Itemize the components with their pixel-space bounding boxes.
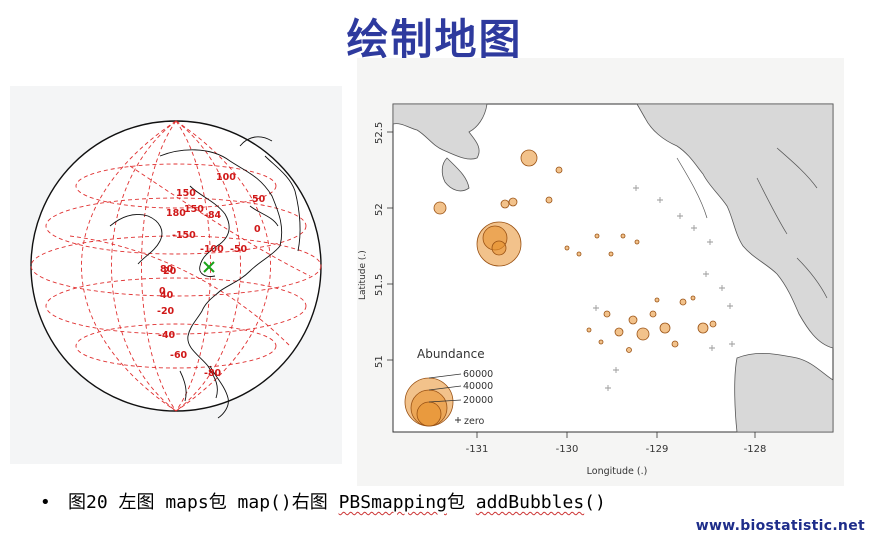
y-axis-labels: 52.5 52 51.5 51	[374, 122, 385, 368]
legend-entry: 60000	[463, 369, 493, 380]
bubble	[654, 297, 660, 303]
latitude-labels: 40 80 60 20 0 -20 -40 -60 -80	[157, 264, 222, 379]
coast-detail	[676, 147, 828, 299]
caption-text-1: 图20 左图 maps包 map()右图	[68, 492, 339, 513]
caption: • 图20 左图 maps包 map()右图 PBSmapping包 addBub…	[40, 488, 840, 514]
left-map-figure: 40 80 60 20 0 -20 -40 -60 -80 150 180 -1…	[10, 86, 342, 464]
bubble	[608, 251, 614, 257]
caption-text-2: 包	[446, 492, 476, 513]
bubble	[508, 197, 518, 207]
bubble	[671, 340, 679, 348]
land	[392, 103, 834, 433]
bubble	[620, 233, 626, 239]
bubble	[614, 327, 624, 337]
location-marker	[203, 261, 215, 273]
bubble-map: Abundance 60000 40000 20000 zero	[358, 103, 834, 477]
bubble	[576, 251, 582, 257]
x-tick-label: -129	[646, 444, 669, 455]
caption-package: PBSmapping	[338, 492, 447, 513]
x-tick-label: -130	[556, 444, 579, 455]
lat-label: -20	[157, 306, 175, 317]
lon-label: -100	[200, 244, 224, 255]
lon-label: 50	[252, 194, 266, 205]
legend-title: Abundance	[417, 347, 485, 361]
lon-label: 180	[166, 208, 186, 219]
longitude-labels: 150 180 -150 150 -100 -84 100 50 0 -50	[166, 172, 266, 255]
legend-zero-label: zero	[464, 416, 485, 427]
x-tick-label: -131	[466, 444, 489, 455]
lon-label: 100	[216, 172, 236, 183]
bubble	[636, 327, 650, 341]
lon-label: -150	[172, 230, 196, 241]
continents	[109, 136, 301, 419]
x-tick-label: -128	[744, 444, 767, 455]
globe-map: 40 80 60 20 0 -20 -40 -60 -80 150 180 -1…	[30, 120, 322, 419]
x-axis-ticks	[476, 432, 756, 438]
y-tick-label: 51	[374, 355, 385, 368]
bubble	[555, 166, 563, 174]
bubble	[679, 298, 687, 306]
bubble	[594, 233, 600, 239]
watermark: www.biostatistic.net	[695, 518, 865, 534]
legend: Abundance 60000 40000 20000 zero	[404, 347, 493, 427]
x-axis-labels: -131 -130 -129 -128	[466, 444, 767, 455]
bubble	[500, 199, 510, 209]
y-axis-title: Latitude (.)	[358, 250, 368, 300]
bubble	[626, 347, 632, 353]
lat-label: -80	[204, 368, 222, 379]
bubble	[491, 240, 507, 256]
x-axis-title: Longitude (.)	[587, 466, 648, 477]
zero-markers	[593, 185, 735, 391]
bubbles	[433, 149, 717, 353]
y-tick-label: 51.5	[374, 274, 385, 296]
y-tick-label: 52.5	[374, 122, 385, 144]
bubble	[603, 310, 611, 318]
legend-bubble-small	[416, 401, 442, 427]
bubble	[659, 322, 671, 334]
bubble	[598, 339, 604, 345]
bubble	[545, 196, 553, 204]
lon-label: 150	[184, 204, 204, 215]
bubble	[634, 239, 640, 245]
lat-label: 40	[160, 290, 174, 301]
lon-label: -50	[230, 244, 248, 255]
y-axis-ticks	[387, 131, 393, 361]
legend-entry: 20000	[463, 395, 493, 406]
bubble	[690, 295, 696, 301]
caption-text-3: ()	[584, 492, 606, 513]
bubble	[709, 320, 717, 328]
lat-label: 0	[159, 286, 166, 297]
graticule	[30, 120, 322, 412]
bubble	[433, 201, 447, 215]
lon-label: -84	[204, 210, 222, 221]
bullet: •	[40, 492, 51, 513]
right-map-figure: Abundance 60000 40000 20000 zero	[357, 58, 844, 486]
lat-label: 20	[163, 266, 177, 277]
slide-title: 绘制地图	[346, 15, 523, 64]
lat-label: 80	[160, 264, 174, 275]
bubble	[649, 310, 657, 318]
lat-label: -40	[158, 330, 176, 341]
caption-function: addBubbles	[475, 492, 585, 513]
y-tick-label: 52	[374, 203, 385, 216]
bubble	[586, 327, 592, 333]
lon-label: 150	[176, 188, 196, 199]
lat-label: -60	[170, 350, 188, 361]
bubble	[520, 149, 538, 167]
lon-label: 0	[254, 224, 261, 235]
bubble	[697, 322, 709, 334]
bubble	[564, 245, 570, 251]
bubble	[628, 315, 638, 325]
legend-entry: 40000	[463, 381, 493, 392]
